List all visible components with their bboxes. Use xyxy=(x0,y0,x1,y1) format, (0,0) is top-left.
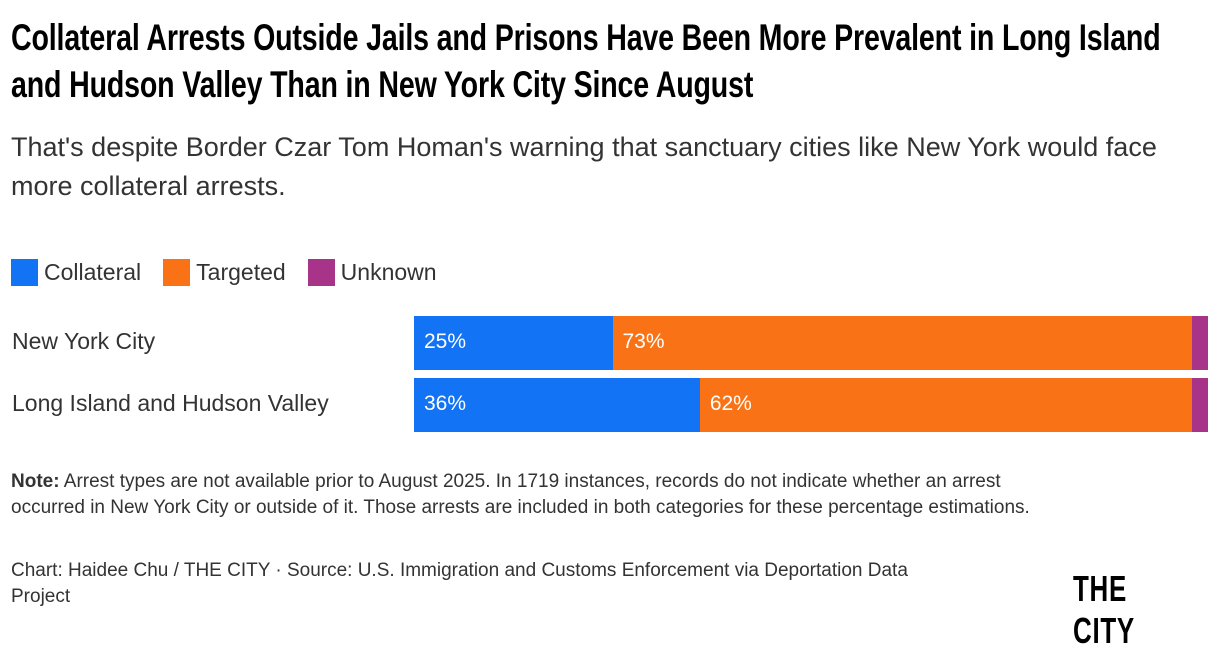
chart-title: Collateral Arrests Outside Jails and Pri… xyxy=(11,17,1161,105)
data-label: 36% xyxy=(424,392,467,415)
legend-label: Unknown xyxy=(340,259,437,285)
data-label: 73% xyxy=(622,330,665,353)
legend: Collateral Targeted Unknown xyxy=(11,259,437,286)
legend-item-unknown: Unknown xyxy=(307,259,437,286)
data-label: 25% xyxy=(424,330,467,353)
note-label: Note: xyxy=(11,471,60,492)
bar-segment-collateral: 36% xyxy=(414,378,700,432)
bar-segment-targeted: 73% xyxy=(612,316,1193,370)
data-label: 62% xyxy=(709,392,752,415)
category-label: Long Island and Hudson Valley xyxy=(12,390,329,416)
chart-subtitle: That's despite Border Czar Tom Homan's w… xyxy=(11,132,1157,201)
bar-segment-unknown xyxy=(1192,378,1208,432)
legend-label: Collateral xyxy=(44,259,142,285)
note: Note: Arrest types are not available pri… xyxy=(11,469,1051,521)
stacked-bar: 25% 73% xyxy=(414,316,1208,370)
bar-segment-targeted: 62% xyxy=(699,378,1193,432)
legend-swatch xyxy=(307,259,335,286)
source-credit: Chart: Haidee Chu / THE CITY · Source: U… xyxy=(11,560,908,607)
note-text: Arrest types are not available prior to … xyxy=(11,471,1030,518)
category-label: New York City xyxy=(12,328,156,354)
bar-segment-unknown xyxy=(1192,316,1208,370)
legend-label: Targeted xyxy=(196,259,286,285)
legend-swatch xyxy=(11,259,38,286)
stacked-bar: 36% 62% xyxy=(414,378,1208,432)
bar-segment-collateral: 25% xyxy=(414,316,613,370)
legend-item-collateral: Collateral xyxy=(11,259,141,286)
legend-item-targeted: Targeted xyxy=(163,259,286,286)
the-city-logo: THE CITY xyxy=(1073,568,1135,651)
legend-swatch xyxy=(163,259,191,286)
